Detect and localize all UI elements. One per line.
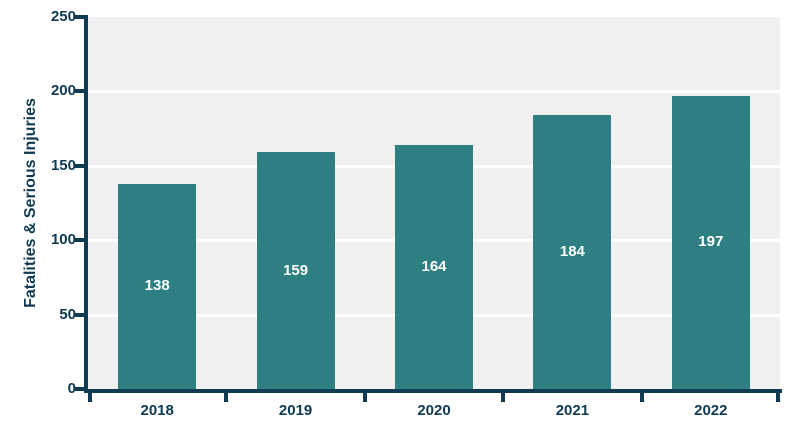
y-tick-50 bbox=[75, 312, 88, 317]
y-tick-100 bbox=[75, 238, 88, 243]
x-tick-1 bbox=[224, 389, 229, 402]
x-tick-label-2019: 2019 bbox=[278, 402, 313, 419]
y-tick-label-0: 0 bbox=[67, 380, 76, 397]
bar-2020: 164 bbox=[395, 144, 473, 389]
x-axis-line bbox=[84, 389, 782, 393]
y-axis-title: Fatalities & Serious Injuries bbox=[22, 98, 39, 308]
bar-value-label: 164 bbox=[421, 257, 447, 275]
x-tick-label-2020: 2020 bbox=[417, 402, 451, 419]
x-tick-label-2022: 2022 bbox=[694, 402, 728, 419]
y-axis-line bbox=[84, 15, 88, 393]
plot-area: 138 159 164 184 197 bbox=[88, 17, 780, 389]
y-tick-200 bbox=[75, 89, 88, 94]
y-tick-250 bbox=[75, 15, 88, 19]
x-tick-0 bbox=[88, 389, 92, 402]
bar-2018: 138 bbox=[118, 183, 197, 389]
y-tick-label-200: 200 bbox=[50, 82, 76, 100]
bar-2022: 197 bbox=[671, 95, 750, 389]
y-tick-label-100: 100 bbox=[50, 231, 76, 249]
bar-2021: 184 bbox=[533, 115, 612, 389]
y-tick-0 bbox=[75, 387, 88, 391]
x-tick-4 bbox=[639, 389, 644, 402]
bar-value-label: 184 bbox=[559, 243, 585, 261]
bar-2019: 159 bbox=[256, 152, 335, 389]
x-tick-label-2021: 2021 bbox=[555, 402, 590, 419]
bar-value-label: 138 bbox=[144, 277, 170, 295]
x-tick-2 bbox=[362, 389, 367, 402]
y-tick-label-50: 50 bbox=[59, 305, 76, 323]
bar-value-label: 159 bbox=[283, 261, 309, 279]
y-tick-label-250: 250 bbox=[50, 8, 76, 25]
x-tick-3 bbox=[501, 389, 506, 402]
x-tick-5 bbox=[776, 389, 780, 402]
y-tick-label-150: 150 bbox=[50, 156, 76, 174]
x-tick-label-2018: 2018 bbox=[140, 402, 174, 419]
gridline-200 bbox=[88, 90, 780, 94]
y-tick-150 bbox=[75, 163, 88, 168]
bar-value-label: 197 bbox=[698, 233, 724, 251]
